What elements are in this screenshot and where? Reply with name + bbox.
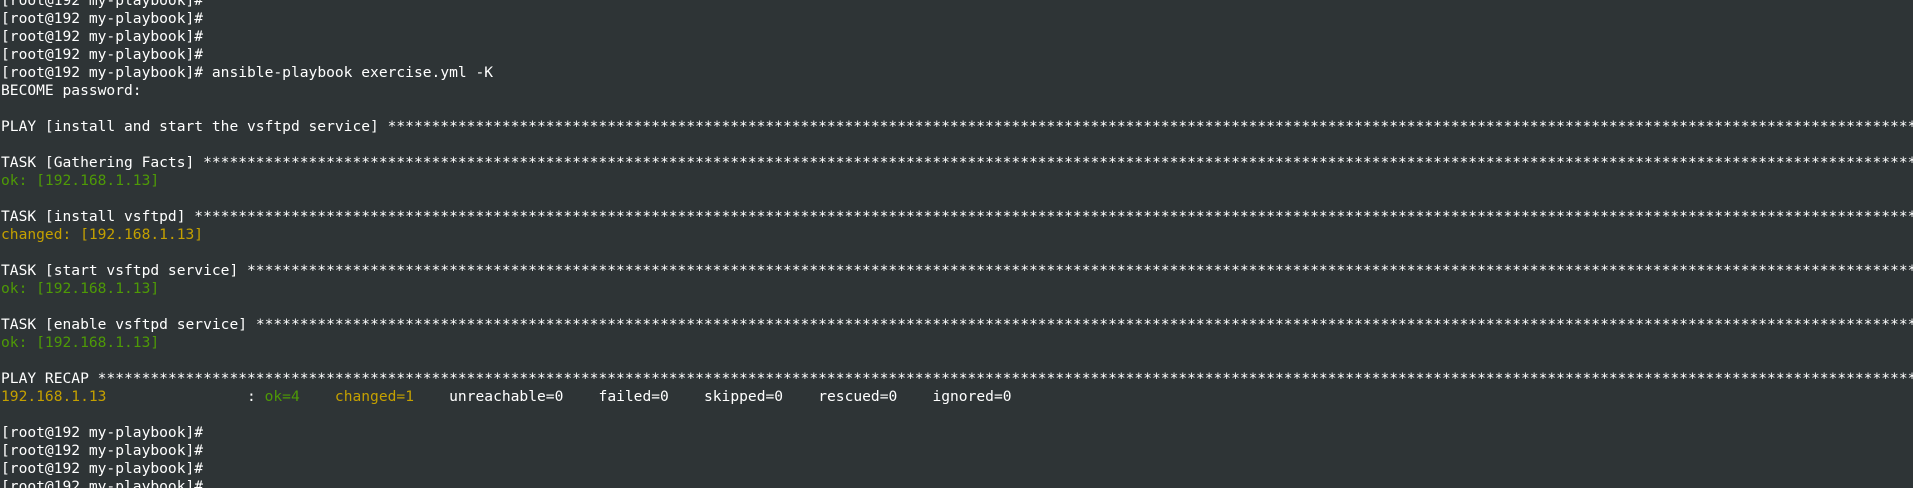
command-text: ansible-playbook exercise.yml -K [203,64,494,81]
recap-changed: changed=1 [334,388,414,405]
recap-ok: ok=4 [264,388,300,405]
shell-prompt: [root@192 my-playbook]# [1,442,204,459]
recap-ignored: ignored=0 [932,388,1012,405]
task-header-line: TASK [Gathering Facts] *****************… [1,154,1913,172]
prompt-line: [root@192 my-playbook]# [1,28,1913,46]
task-header-line: TASK [enable vsftpd service] ***********… [1,316,1913,334]
blank-line [1,298,1913,316]
shell-prompt: [root@192 my-playbook]# [1,0,204,9]
shell-prompt: [root@192 my-playbook]# [1,424,204,441]
shell-prompt: [root@192 my-playbook]# [1,478,204,488]
recap-rescued: rescued=0 [818,388,898,405]
blank-line [1,190,1913,208]
task-result-ok: ok: [192.168.1.13] [1,172,160,189]
recap-unreachable: unreachable=0 [449,388,564,405]
blank-line [1,136,1913,154]
task-header-line: TASK [install vsftpd] ******************… [1,208,1913,226]
task-header-line: TASK [start vsftpd service] ************… [1,262,1913,280]
task-result-ok: ok: [192.168.1.13] [1,280,160,297]
recap-gap [563,388,598,405]
shell-prompt: [root@192 my-playbook]# [1,460,204,477]
separator-stars: ****************************************… [255,316,1913,333]
task-header: TASK [install vsftpd] [1,208,195,225]
recap-header-line: PLAY RECAP *****************************… [1,370,1913,388]
recap-gap [897,388,932,405]
prompt-line: [root@192 my-playbook]# [1,46,1913,64]
blank-line [1,244,1913,262]
prompt-line: [root@192 my-playbook]# [1,0,1913,10]
shell-prompt: [root@192 my-playbook]# [1,10,204,27]
recap-line: 192.168.1.13 : ok=4 changed=1 unreachabl… [1,388,1913,406]
shell-prompt: [root@192 my-playbook]# [1,28,204,45]
blank-line [1,406,1913,424]
separator-stars: ****************************************… [387,118,1913,135]
separator-stars: ****************************************… [194,208,1913,225]
recap-separator: : [106,388,265,405]
task-header: TASK [Gathering Facts] [1,154,204,171]
task-result-line: changed: [192.168.1.13] [1,226,1913,244]
play-header: PLAY [install and start the vsftpd servi… [1,118,388,135]
prompt-line: [root@192 my-playbook]# [1,442,1913,460]
prompt-line: [root@192 my-playbook]# [1,460,1913,478]
command-line: [root@192 my-playbook]# ansible-playbook… [1,64,1913,82]
task-result-line: ok: [192.168.1.13] [1,172,1913,190]
separator-stars: ****************************************… [247,262,1913,279]
task-result-changed: changed: [192.168.1.13] [1,226,204,243]
prompt-line: [root@192 my-playbook]# [1,424,1913,442]
recap-gap [669,388,704,405]
recap-gap [414,388,449,405]
separator-stars: ****************************************… [203,154,1913,171]
separator-stars: ****************************************… [97,370,1913,387]
blank-line [1,100,1913,118]
become-prompt: BECOME password: [1,82,142,99]
task-result-line: ok: [192.168.1.13] [1,334,1913,352]
shell-prompt: [root@192 my-playbook]# [1,46,204,63]
prompt-line: [root@192 my-playbook]# [1,478,1913,488]
shell-prompt: [root@192 my-playbook]# [1,64,204,81]
recap-gap [300,388,335,405]
prompt-line: [root@192 my-playbook]# [1,10,1913,28]
recap-host: 192.168.1.13 [1,388,107,405]
task-result-line: ok: [192.168.1.13] [1,280,1913,298]
play-header-line: PLAY [install and start the vsftpd servi… [1,118,1913,136]
blank-line [1,352,1913,370]
become-password-line: BECOME password: [1,82,1913,100]
task-header: TASK [start vsftpd service] [1,262,248,279]
task-header: TASK [enable vsftpd service] [1,316,256,333]
task-result-ok: ok: [192.168.1.13] [1,334,160,351]
recap-header: PLAY RECAP [1,370,98,387]
recap-failed: failed=0 [598,388,669,405]
recap-skipped: skipped=0 [703,388,784,405]
recap-gap [783,388,818,405]
